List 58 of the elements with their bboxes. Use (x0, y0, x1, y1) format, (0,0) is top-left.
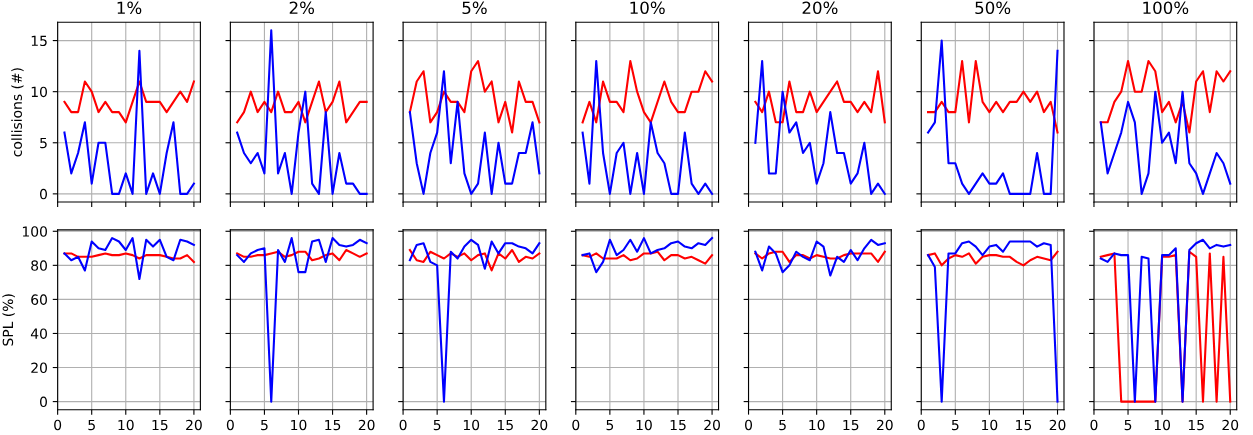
line-series (63, 80, 195, 124)
y-tick-label: 20 (31, 362, 47, 374)
y-tick-label: 0 (39, 188, 47, 200)
x-tick-label: 0 (399, 419, 407, 431)
x-tick-label: 10 (809, 419, 825, 431)
x-tick-label: 10 (1154, 419, 1171, 431)
x-tick-label: 10 (463, 419, 480, 431)
x-tick-label: 20 (1049, 419, 1066, 431)
line-series (63, 49, 195, 195)
x-tick-label: 5 (261, 419, 268, 431)
chart-title: 10% (630, 1, 665, 15)
y-tick-label: 10 (31, 86, 47, 98)
x-tick-label: 0 (54, 419, 62, 431)
x-tick-label: 10 (291, 419, 307, 431)
chart-title: 2% (289, 1, 315, 15)
x-tick-label: 10 (636, 419, 652, 431)
x-tick-label: 15 (843, 419, 859, 431)
x-tick-label: 20 (358, 419, 375, 431)
line-series (63, 252, 195, 263)
y-tick-label: 0 (39, 396, 47, 408)
x-tick-label: 5 (88, 419, 95, 431)
x-tick-label: 5 (606, 419, 614, 431)
x-tick-label: 15 (152, 419, 168, 431)
x-tick-label: 20 (531, 419, 548, 431)
y-axis-title: SPL (%) (2, 294, 15, 346)
y-tick-label: 15 (31, 35, 47, 47)
y-tick-label: 5 (40, 137, 47, 149)
x-tick-label: 5 (779, 419, 786, 431)
chart-title: 100% (1143, 1, 1189, 15)
x-tick-label: 5 (1124, 419, 1132, 431)
x-tick-label: 0 (572, 419, 580, 431)
x-tick-label: 20 (876, 419, 893, 431)
x-tick-label: 20 (704, 419, 720, 431)
line-series (63, 237, 195, 281)
chart-title: 5% (462, 1, 487, 15)
y-axis-title: collisions (#) (11, 68, 24, 157)
x-tick-label: 15 (325, 419, 341, 431)
x-tick-label: 0 (1090, 419, 1098, 431)
y-tick-label: 80 (31, 260, 47, 271)
x-tick-label: 5 (433, 419, 441, 431)
x-tick-label: 0 (917, 419, 925, 431)
y-tick-label: 60 (31, 294, 47, 305)
x-tick-label: 5 (951, 419, 959, 431)
y-tick-label: 100 (22, 226, 47, 237)
x-tick-label: 15 (1016, 419, 1032, 431)
x-tick-label: 15 (497, 419, 513, 431)
chart-title: 50% (975, 1, 1011, 15)
x-tick-label: 15 (670, 419, 686, 431)
x-tick-label: 0 (226, 419, 234, 431)
chart-title: 1% (117, 1, 142, 15)
x-tick-label: 0 (745, 419, 753, 431)
y-tick-label: 40 (30, 328, 47, 339)
x-tick-label: 10 (982, 419, 998, 431)
chart-title: 20% (802, 1, 838, 15)
x-tick-label: 20 (186, 419, 202, 431)
x-tick-label: 15 (1188, 419, 1204, 431)
x-tick-label: 10 (118, 419, 134, 431)
x-tick-label: 20 (1222, 419, 1239, 431)
